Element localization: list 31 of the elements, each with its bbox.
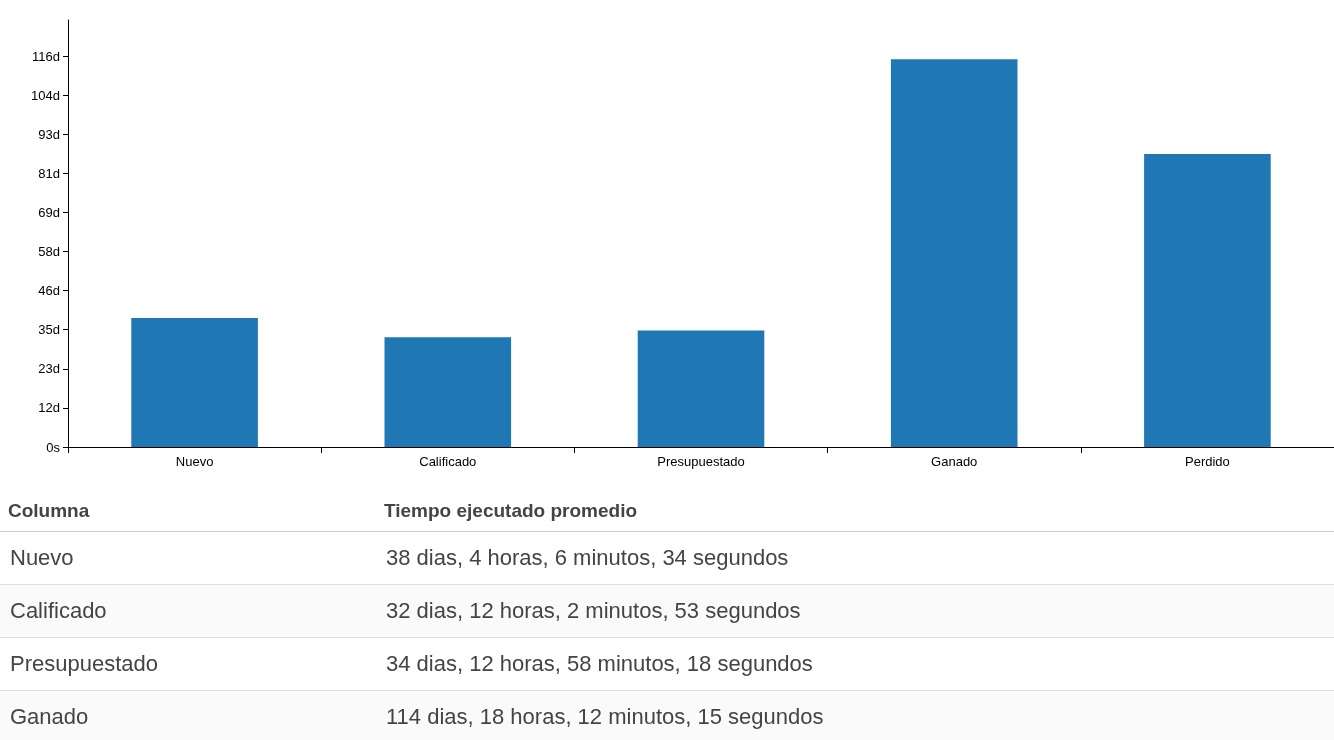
- x-tick-label: Presupuestado: [657, 454, 745, 469]
- y-tick-label: 23d: [38, 361, 60, 377]
- bar: [1144, 154, 1271, 447]
- text: 38 dias, 4 horas, 6 minutos, 34 segundos: [376, 531, 1334, 585]
- text: Calificado: [0, 584, 376, 638]
- text: 32 dias, 12 horas, 2 minutos, 53 segundos: [376, 584, 1334, 638]
- y-tick-label: 46d: [38, 283, 60, 299]
- y-tick-label: 81d: [38, 165, 60, 181]
- text: Nuevo: [0, 531, 376, 585]
- y-tick-label: 12d: [38, 400, 60, 416]
- x-tick-label: Perdido: [1184, 454, 1230, 469]
- text: Presupuestado: [0, 637, 376, 691]
- y-tick-label: 116d: [32, 48, 60, 64]
- x-tick-label: Nuevo: [175, 454, 214, 469]
- y-tick-label: 58d: [38, 244, 60, 260]
- y-tick-label: 93d: [38, 126, 60, 142]
- y-tick-label: 0s: [46, 439, 61, 455]
- bar: [890, 59, 1018, 447]
- y-tick-label: 35d: [38, 322, 60, 338]
- text: Ganado: [0, 690, 376, 740]
- text: Columna: [0, 485, 376, 532]
- text: 114 dias, 18 horas, 12 minutos, 15 segundos: [376, 690, 1334, 740]
- bar: [384, 337, 512, 447]
- text: 34 dias, 12 horas, 58 minutos, 18 segundos: [376, 637, 1334, 691]
- bar: [131, 317, 258, 447]
- x-tick-label: Calificado: [419, 454, 477, 469]
- y-tick-label: 104d: [31, 87, 60, 103]
- y-tick-label: 69d: [38, 204, 60, 220]
- x-tick-label: Ganado: [931, 454, 978, 469]
- text: Tiempo ejecutado promedio: [376, 485, 1334, 532]
- bar: [637, 330, 765, 447]
